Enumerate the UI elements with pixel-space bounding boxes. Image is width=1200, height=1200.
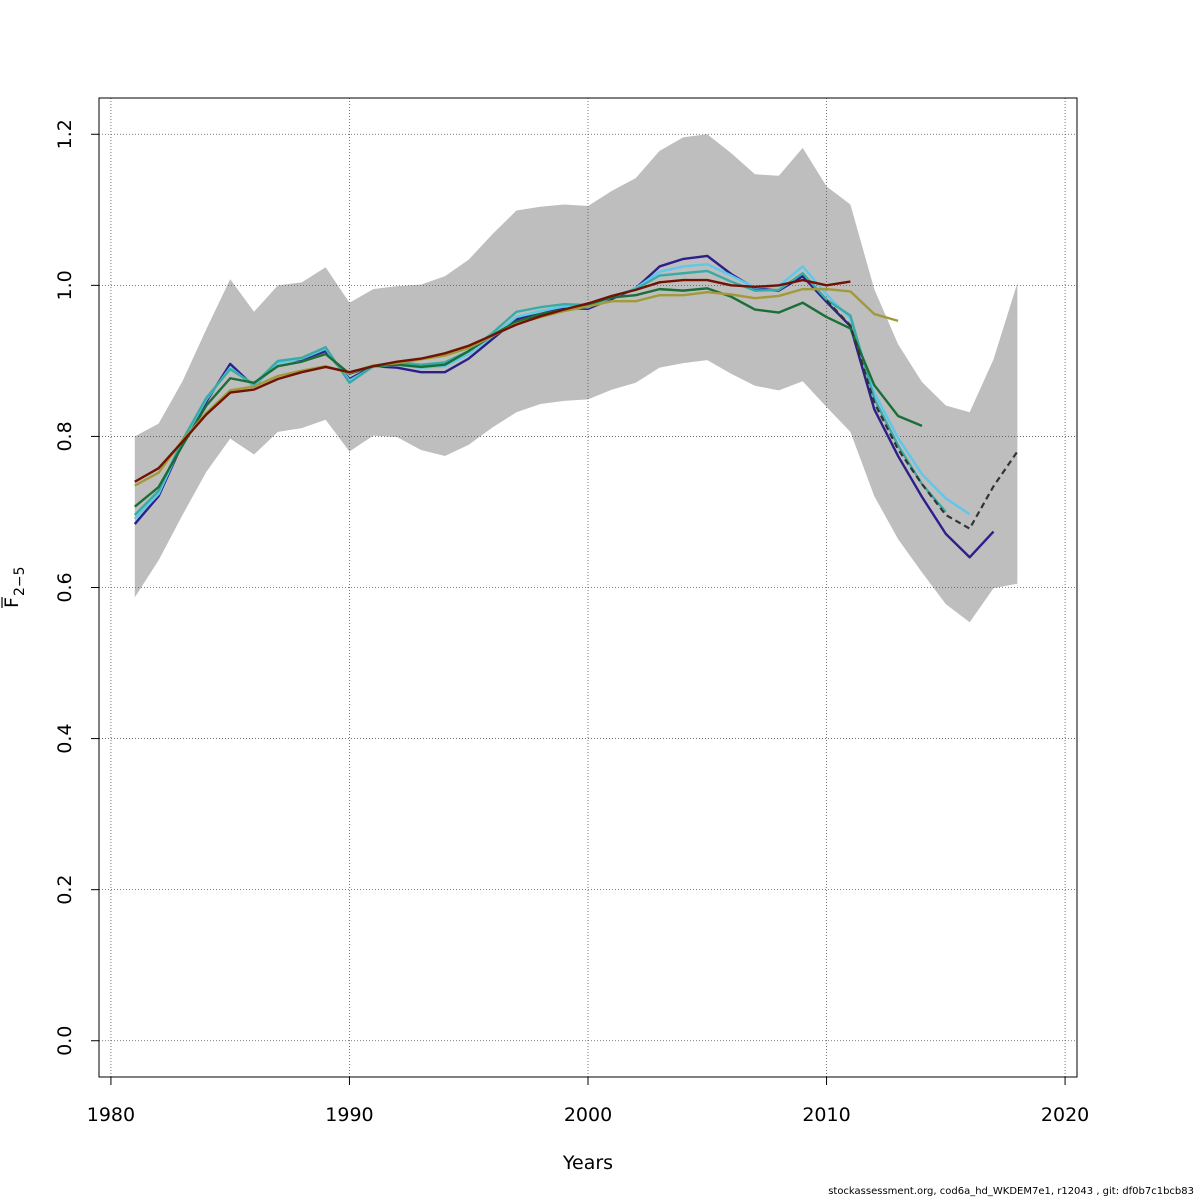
y-tick-label-0.2: 0.2	[54, 875, 76, 905]
x-tick-label-2000: 2000	[564, 1104, 612, 1126]
x-tick-label-2020: 2020	[1041, 1104, 1089, 1126]
axis-layer: 1980 1990 2000 2010 2020 0.0 0.2 0.4 0.6 0.8 1.0 1.…	[54, 119, 1089, 1126]
x-tick-label-2010: 2010	[802, 1104, 850, 1126]
y-tick-label-0.8: 0.8	[54, 421, 76, 451]
series-line-4	[134, 287, 923, 508]
y-tick-label-0.6: 0.6	[54, 572, 76, 602]
series-line-7	[825, 299, 1019, 530]
x-tick-label-1980: 1980	[87, 1104, 135, 1126]
series-line-2	[133, 262, 971, 520]
confidence-band-layer	[134, 134, 1018, 623]
series-line-6	[134, 278, 851, 483]
x-tick-label-1990: 1990	[325, 1104, 373, 1126]
y-tick-label-0.4: 0.4	[54, 723, 76, 753]
y-axis-title: F 2−5	[1, 566, 28, 608]
y-axis-title-subscript: 2−5	[12, 566, 28, 596]
y-tick-label-1.0: 1.0	[54, 270, 76, 300]
y-tick-label-0.0: 0.0	[54, 1026, 76, 1056]
confidence-band	[134, 134, 1018, 623]
y-tick-label-1.2: 1.2	[54, 119, 76, 149]
series-layer	[133, 254, 1019, 559]
x-axis-title: Years	[562, 1152, 613, 1174]
y-axis-title-main: F	[1, 597, 23, 608]
footer-caption: stockassessment.org, cod6a_hd_WKDEM7e1, …	[828, 1186, 1194, 1197]
grid-layer	[99, 98, 1077, 1077]
